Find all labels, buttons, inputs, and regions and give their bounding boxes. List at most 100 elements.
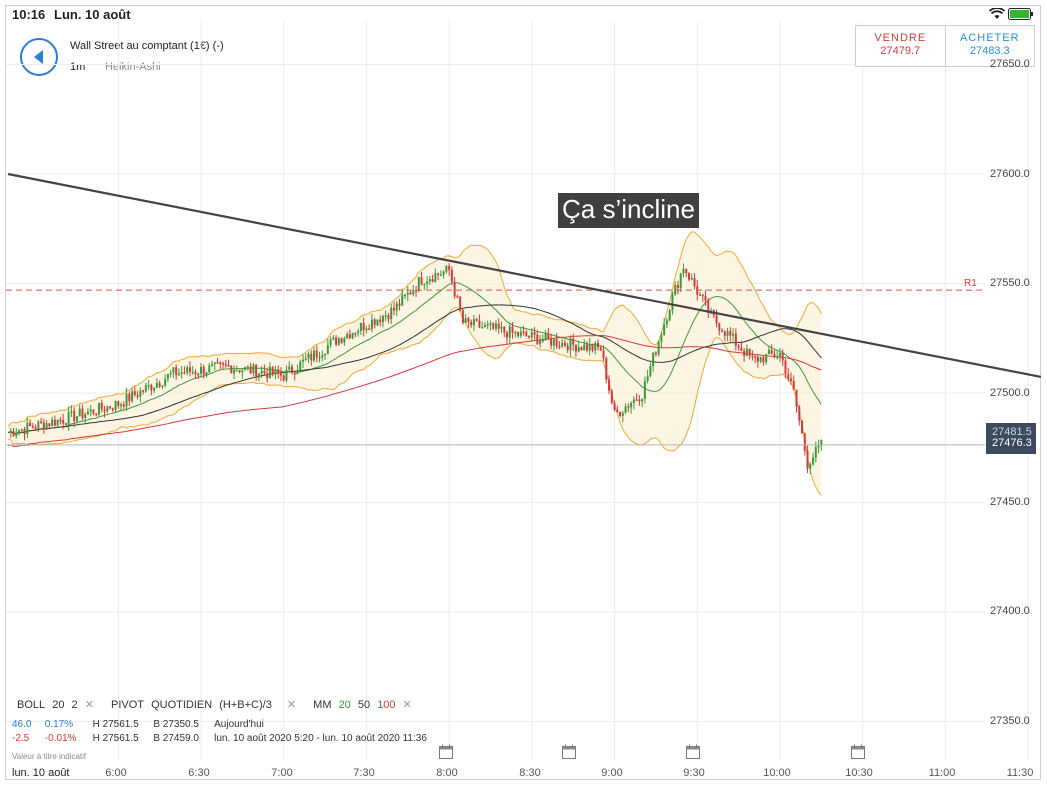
candle-body bbox=[456, 296, 459, 298]
candle-body bbox=[632, 399, 635, 404]
candle-body bbox=[106, 406, 109, 412]
candle-body bbox=[646, 376, 649, 382]
candle-body bbox=[726, 330, 729, 336]
candle-body bbox=[271, 366, 274, 375]
candle-body bbox=[533, 332, 536, 335]
price-tag-top: 27481.5 bbox=[992, 426, 1032, 438]
candle-body bbox=[803, 433, 806, 451]
candle-body bbox=[475, 319, 478, 321]
candle-body bbox=[213, 362, 216, 364]
candle-body bbox=[619, 411, 622, 416]
candle-body bbox=[175, 367, 178, 376]
back-button[interactable] bbox=[20, 38, 58, 76]
period-label: Aujourd'hui bbox=[214, 719, 264, 730]
candle-body bbox=[70, 410, 73, 413]
boll-name[interactable]: BOLL bbox=[17, 699, 46, 711]
x-tick: 7:30 bbox=[353, 767, 375, 779]
candle-body bbox=[343, 338, 346, 343]
pivot-remove-icon[interactable]: ✕ bbox=[286, 699, 297, 711]
calendar-event-icon[interactable] bbox=[686, 744, 700, 759]
candle-body bbox=[186, 367, 189, 373]
candle-body bbox=[654, 352, 657, 355]
candle-body bbox=[483, 324, 486, 328]
candle-body bbox=[326, 345, 329, 354]
calendar-event-icon[interactable] bbox=[439, 744, 453, 759]
calendar-event-icon[interactable] bbox=[851, 744, 865, 759]
candle-body bbox=[417, 277, 420, 291]
candle-body bbox=[776, 356, 779, 358]
candle-body bbox=[194, 371, 197, 374]
candle-body bbox=[767, 350, 770, 355]
x-tick: 7:00 bbox=[271, 767, 293, 779]
mm-p2: 50 bbox=[357, 699, 371, 711]
candle-body bbox=[442, 271, 445, 275]
y-tick: 27450.0 bbox=[990, 496, 1030, 508]
candle-body bbox=[329, 339, 332, 346]
candle-body bbox=[737, 345, 740, 348]
candle-body bbox=[806, 450, 809, 469]
trendline bbox=[7, 172, 1042, 379]
candle-body bbox=[748, 348, 751, 356]
candle-body bbox=[624, 406, 627, 413]
candle-body bbox=[290, 366, 293, 373]
bollinger-fill bbox=[8, 231, 822, 496]
candle-body bbox=[613, 402, 616, 410]
candle-body bbox=[643, 381, 646, 399]
change-value: -2.5 bbox=[12, 733, 30, 744]
candle-body bbox=[301, 359, 304, 362]
mm-remove-icon[interactable]: ✕ bbox=[402, 699, 412, 711]
candle-body bbox=[428, 279, 431, 282]
info-row-today: 46.0 0.17% H 27561.5 B 27350.5 Aujourd'h… bbox=[12, 719, 264, 730]
candle-body bbox=[652, 352, 655, 367]
candle-body bbox=[188, 367, 191, 372]
buy-button[interactable]: ACHETER 27483.3 bbox=[944, 26, 1035, 66]
candle-body bbox=[434, 273, 437, 282]
candle-body bbox=[621, 412, 624, 416]
candle-body bbox=[100, 402, 103, 410]
candle-body bbox=[324, 353, 327, 356]
candle-body bbox=[81, 408, 84, 418]
candle-body bbox=[362, 323, 365, 331]
candle-body bbox=[448, 265, 451, 270]
candle-body bbox=[177, 373, 180, 376]
candle-body bbox=[486, 324, 489, 326]
x-tick: 9:00 bbox=[601, 767, 623, 779]
candle-body bbox=[84, 414, 87, 418]
candle-body bbox=[599, 347, 602, 351]
candle-body bbox=[285, 369, 288, 381]
candle-body bbox=[224, 364, 227, 366]
candle-body bbox=[517, 331, 520, 336]
candle-body bbox=[136, 395, 139, 397]
candle-body bbox=[679, 273, 682, 288]
candle-body bbox=[550, 338, 553, 346]
candle-body bbox=[798, 406, 801, 421]
candle-body bbox=[404, 294, 407, 297]
candle-body bbox=[494, 323, 497, 329]
candle-body bbox=[420, 277, 423, 285]
candle-body bbox=[778, 352, 781, 357]
sell-button[interactable]: VENDRE 27479.7 bbox=[856, 26, 945, 66]
candle-body bbox=[202, 366, 205, 375]
disclaimer: Valeur à titre indicatif bbox=[12, 752, 87, 761]
candle-body bbox=[809, 464, 812, 469]
candle-body bbox=[282, 375, 285, 381]
x-axis-date: lun. 10 août bbox=[12, 767, 70, 779]
candle-body bbox=[64, 423, 67, 426]
candle-body bbox=[541, 339, 544, 342]
candle-body bbox=[500, 326, 503, 329]
candle-body bbox=[591, 344, 594, 351]
candle-body bbox=[166, 373, 169, 380]
candle-body bbox=[561, 342, 564, 347]
instrument-title[interactable]: Wall Street au comptant (1€) (-) bbox=[70, 40, 224, 52]
candle-body bbox=[707, 300, 710, 313]
candle-body bbox=[51, 419, 54, 427]
calendar-event-icon[interactable] bbox=[562, 744, 576, 759]
candle-body bbox=[610, 390, 613, 403]
boll-remove-icon[interactable]: ✕ bbox=[84, 699, 94, 711]
mm-name[interactable]: MM bbox=[313, 699, 332, 711]
candle-body bbox=[310, 353, 313, 361]
candle-body bbox=[9, 430, 12, 433]
pivot-name[interactable]: PIVOT bbox=[110, 699, 144, 711]
buy-label: ACHETER bbox=[959, 32, 1020, 44]
